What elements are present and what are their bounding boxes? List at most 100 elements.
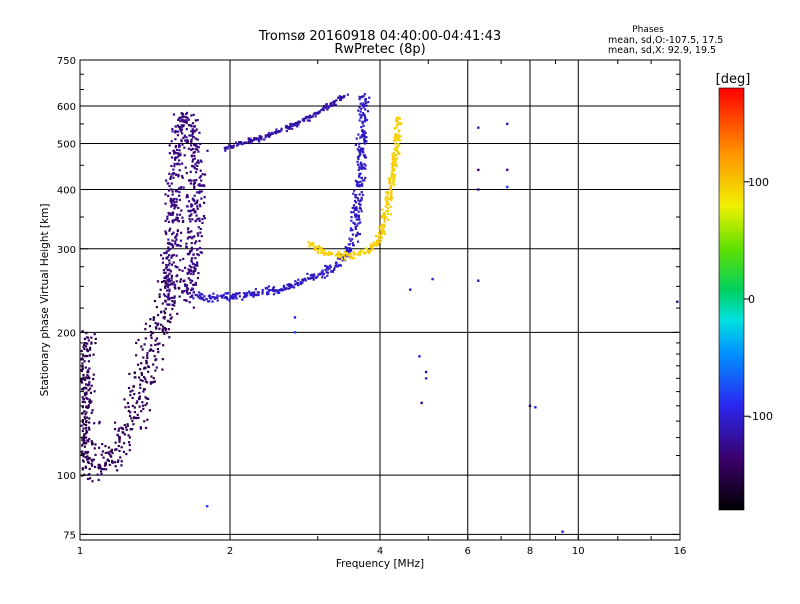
echo-point: [82, 455, 85, 458]
echo-point: [179, 186, 182, 189]
echo-point: [477, 168, 480, 172]
echo-point: [335, 253, 339, 256]
echo-point: [271, 288, 274, 292]
echo-point: [83, 347, 86, 351]
echo-point: [237, 143, 240, 146]
echo-point: [146, 418, 149, 421]
echo-point: [104, 451, 107, 454]
echo-point: [424, 370, 428, 374]
echo-point: [89, 387, 92, 390]
echo-point: [164, 267, 168, 270]
echo-point: [358, 206, 361, 209]
echo-point: [394, 158, 397, 161]
echo-point: [334, 254, 337, 257]
y-tick-label: 400: [57, 186, 76, 197]
echo-point: [246, 294, 249, 297]
echo-point: [148, 349, 151, 352]
echo-point: [200, 235, 203, 238]
echo-point: [145, 361, 148, 365]
echo-point: [96, 473, 99, 476]
echo-point: [90, 341, 93, 344]
echo-point: [146, 356, 149, 360]
echo-point: [231, 295, 235, 298]
echo-point: [184, 284, 187, 287]
echo-point: [374, 234, 378, 237]
echo-point: [314, 276, 317, 280]
echo-point: [147, 397, 150, 401]
echo-point: [358, 119, 361, 122]
echo-point: [138, 391, 141, 395]
echo-point: [355, 208, 358, 211]
echo-point: [92, 353, 95, 356]
echo-point: [91, 460, 94, 463]
echo-point: [334, 265, 337, 268]
echo-point: [254, 288, 258, 291]
echo-point: [84, 450, 87, 454]
echo-point: [167, 294, 170, 297]
echo-point: [228, 297, 231, 300]
echo-point: [203, 184, 206, 188]
echo-point: [150, 344, 153, 347]
echo-point: [188, 301, 191, 304]
echo-point: [190, 289, 193, 292]
echo-point: [177, 175, 180, 178]
echo-point: [326, 253, 329, 256]
echo-point: [178, 194, 181, 197]
echo-point: [85, 429, 88, 432]
echo-point: [193, 199, 196, 202]
echo-point: [308, 116, 311, 119]
echo-point: [344, 246, 347, 249]
echo-point: [196, 248, 199, 251]
scatter-points: [80, 93, 679, 533]
echo-point: [136, 400, 139, 403]
echo-point: [360, 198, 363, 201]
echo-point: [383, 215, 386, 218]
echo-point: [170, 182, 173, 185]
echo-point: [324, 251, 327, 254]
echo-point: [176, 266, 179, 269]
echo-point: [149, 330, 153, 334]
echo-point: [361, 95, 364, 98]
echo-point: [198, 176, 201, 179]
echo-point: [321, 276, 324, 279]
echo-point: [238, 295, 241, 298]
echo-point: [190, 237, 193, 240]
echo-point: [270, 289, 273, 292]
echo-point: [82, 346, 85, 349]
echo-point: [190, 114, 193, 117]
echo-point: [364, 131, 367, 134]
echo-point: [158, 327, 161, 330]
echo-point: [196, 148, 199, 151]
echo-point: [186, 289, 189, 292]
echo-point: [350, 211, 353, 214]
echo-point: [197, 159, 200, 162]
echo-point: [140, 362, 143, 365]
echo-point: [191, 122, 195, 125]
echo-point: [185, 113, 188, 116]
echo-point: [196, 232, 199, 235]
echo-point: [165, 284, 168, 288]
echo-point: [191, 197, 195, 200]
echo-point: [364, 176, 367, 180]
echo-point: [82, 387, 85, 390]
echo-point: [235, 144, 239, 147]
echo-point: [98, 467, 101, 470]
echo-point: [337, 251, 340, 254]
echo-point: [87, 383, 90, 386]
echo-point: [251, 294, 254, 297]
echo-point: [83, 416, 86, 419]
echo-point: [88, 437, 91, 441]
echo-point: [354, 194, 357, 197]
echo-point: [267, 135, 271, 138]
echo-point: [192, 129, 195, 132]
echo-point: [161, 329, 164, 333]
echo-point: [351, 257, 354, 260]
echo-point: [356, 160, 359, 163]
echo-point: [192, 183, 195, 186]
echo-point: [199, 227, 202, 231]
echo-point: [189, 235, 192, 239]
echo-point: [364, 117, 367, 120]
y-tick-label: 100: [57, 471, 76, 482]
echo-point: [364, 98, 367, 101]
echo-point: [358, 145, 361, 148]
